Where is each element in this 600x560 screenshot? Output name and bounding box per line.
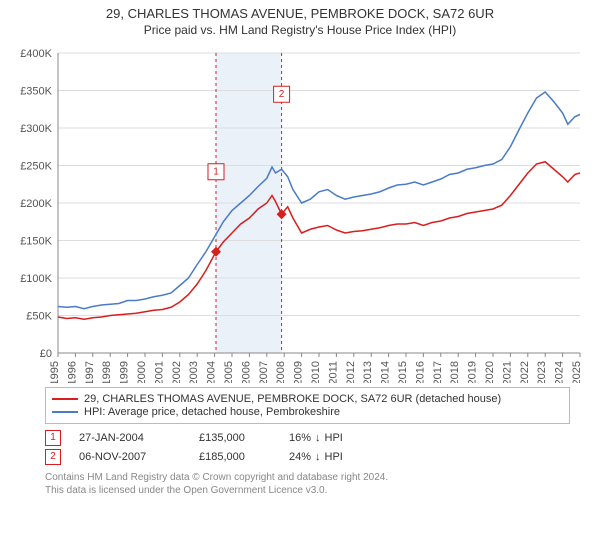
y-tick-label: £350K [20,86,52,98]
sale-marker-label: 2 [279,89,285,100]
x-tick-label: 2018 [449,361,461,383]
x-tick-label: 2001 [153,361,165,383]
line-chart: £0 £50K £100K £150K £200K £250K £300K £350K £400… [10,43,590,383]
x-tick-label: 2011 [327,361,339,383]
x-tick-label: 2000 [136,361,148,383]
x-tick-label: 1997 [84,361,96,383]
x-tick-label: 2006 [240,361,252,383]
sales-date: 27-JAN-2004 [79,432,199,444]
arrow-down-icon: ↓ [315,451,321,463]
sales-row: 2 06-NOV-2007£185,00024% ↓ HPI [45,449,570,465]
x-tick-label: 2003 [188,361,200,383]
y-tick-label: £250K [20,161,52,173]
x-tick-label: 2013 [362,361,374,383]
sales-diff-pct: 16% [289,432,311,444]
x-tick-label: 2022 [519,361,531,383]
x-tick-label: 2008 [275,361,287,383]
y-tick-label: £100K [20,273,52,285]
x-tick-label: 2019 [467,361,479,383]
x-tick-label: 1996 [66,361,78,383]
sales-table: 1 27-JAN-2004£135,00016% ↓ HPI 2 06-NOV-2007£… [45,430,570,465]
x-tick-label: 2024 [554,361,566,383]
chart-subtitle: Price paid vs. HM Land Registry's House … [0,23,600,37]
legend-swatch [52,411,78,413]
sales-price: £185,000 [199,451,289,463]
x-tick-label: 2002 [171,361,183,383]
x-tick-label: 2005 [223,361,235,383]
legend-item: 29, CHARLES THOMAS AVENUE, PEMBROKE DOCK… [52,393,563,405]
x-tick-label: 1999 [119,361,131,383]
sales-diff: 24% ↓ HPI [289,451,343,463]
sales-price: £135,000 [199,432,289,444]
x-tick-label: 2017 [432,361,444,383]
x-tick-label: 2014 [380,361,392,383]
x-tick-label: 1995 [49,361,61,383]
sales-date: 06-NOV-2007 [79,451,199,463]
sale-marker-label: 1 [213,166,219,177]
legend-label: 29, CHARLES THOMAS AVENUE, PEMBROKE DOCK… [84,393,501,405]
sales-diff-pct: 24% [289,451,311,463]
chart-title: 29, CHARLES THOMAS AVENUE, PEMBROKE DOCK… [0,6,600,21]
y-tick-label: £200K [20,198,52,210]
sales-marker-num: 2 [45,449,61,465]
legend-swatch [52,398,78,400]
x-tick-label: 1998 [101,361,113,383]
x-tick-label: 2015 [397,361,409,383]
chart-area: £0 £50K £100K £150K £200K £250K £300K £350K £400… [10,43,590,383]
arrow-down-icon: ↓ [315,432,321,444]
x-tick-label: 2004 [206,361,218,383]
sales-diff-label: HPI [325,451,343,463]
x-tick-label: 2023 [536,361,548,383]
legend-item: HPI: Average price, detached house, Pemb… [52,406,563,418]
y-tick-label: £50K [26,311,52,323]
footer-line: This data is licensed under the Open Gov… [45,484,570,497]
x-tick-label: 2010 [310,361,322,383]
footer-line: Contains HM Land Registry data © Crown c… [45,471,570,484]
x-tick-label: 2020 [484,361,496,383]
series-hpi [58,92,580,309]
x-tick-label: 2021 [501,361,513,383]
sales-diff-label: HPI [325,432,343,444]
legend-label: HPI: Average price, detached house, Pemb… [84,406,340,418]
x-tick-label: 2007 [258,361,270,383]
sales-diff: 16% ↓ HPI [289,432,343,444]
sales-marker-num: 1 [45,430,61,446]
x-tick-label: 2025 [571,361,583,383]
x-tick-label: 2012 [345,361,357,383]
legend: 29, CHARLES THOMAS AVENUE, PEMBROKE DOCK… [45,387,570,424]
chart-header: 29, CHARLES THOMAS AVENUE, PEMBROKE DOCK… [0,0,600,37]
y-tick-label: £150K [20,236,52,248]
sales-row: 1 27-JAN-2004£135,00016% ↓ HPI [45,430,570,446]
y-tick-label: £0 [40,348,52,360]
y-tick-label: £300K [20,123,52,135]
x-tick-label: 2009 [293,361,305,383]
x-tick-label: 2016 [414,361,426,383]
footer-attribution: Contains HM Land Registry data © Crown c… [45,471,570,497]
y-tick-label: £400K [20,48,52,60]
